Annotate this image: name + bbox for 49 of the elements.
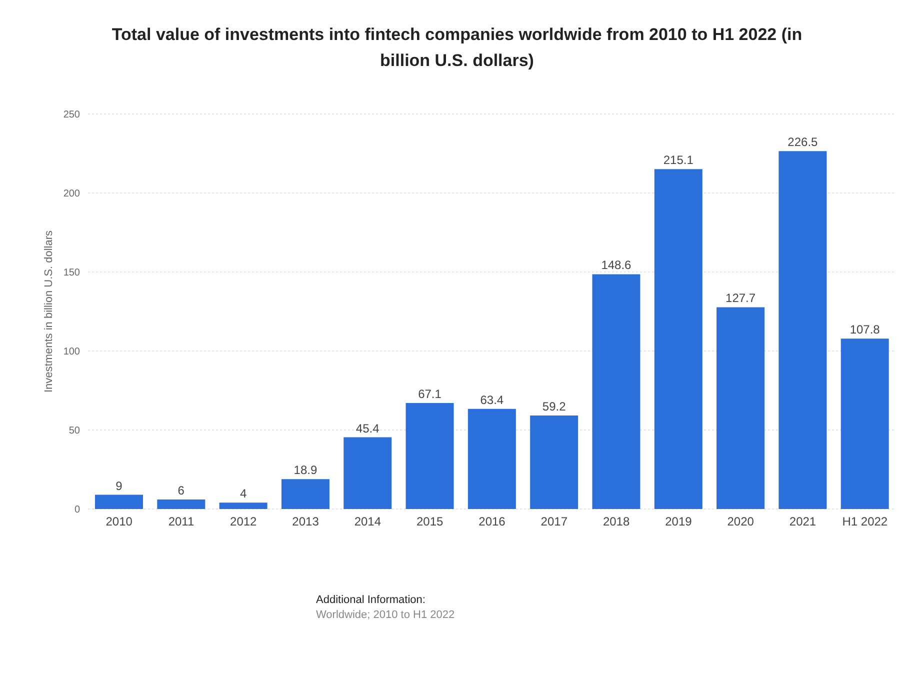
y-tick-label: 250	[63, 110, 80, 121]
x-tick-label: 2011	[168, 514, 194, 529]
bar	[530, 415, 578, 509]
text: Additional Information:	[316, 593, 426, 608]
bar	[592, 274, 640, 509]
y-axis-title: Investments in billion U.S. dollars	[42, 230, 55, 393]
data-label: 45.4	[356, 421, 380, 436]
x-tick-label: 2019	[665, 514, 692, 529]
y-tick-label: 50	[68, 426, 80, 437]
data-label: 63.4	[480, 392, 504, 407]
chart-title: Total value of investments into fintech companies worldwide from 2010 to H1 2022 (in billion U.S. dollars)	[110, 24, 804, 72]
bar	[654, 169, 702, 509]
bar	[219, 502, 268, 509]
data-label: 59.2	[542, 399, 566, 414]
x-tick-label: 2016	[478, 514, 506, 529]
y-tick-label: 100	[63, 346, 80, 358]
x-tick-label: 2018	[602, 514, 630, 529]
x-tick-label: 2013	[292, 514, 320, 529]
y-tick-label: 150	[63, 268, 80, 279]
x-tick-label: 2020	[727, 514, 754, 529]
x-tick-label: 2012	[230, 514, 258, 529]
x-tick-label: 2014	[354, 514, 382, 529]
x-tick-label: 2017	[540, 514, 568, 529]
bar	[468, 408, 516, 509]
y-tick-label: 200	[63, 188, 80, 200]
data-label: 6	[178, 484, 185, 498]
data-label: 4	[240, 486, 247, 501]
bar	[840, 338, 889, 509]
data-label: 127.7	[726, 291, 756, 306]
bar	[344, 437, 392, 509]
data-label: 148.6	[601, 258, 632, 272]
data-label: 67.1	[418, 386, 442, 401]
x-tick-label: H1 2022	[842, 514, 888, 529]
data-label: 18.9	[294, 463, 318, 478]
data-label: 9	[116, 478, 123, 493]
bar	[157, 500, 206, 509]
data-label: 107.8	[850, 322, 880, 337]
x-tick-label: 2010	[106, 514, 133, 529]
x-tick-label: 2015	[416, 514, 444, 529]
bar	[716, 307, 765, 509]
bar	[95, 494, 143, 509]
y-tick-label: 0	[74, 504, 80, 516]
data-label: 215.1	[663, 153, 694, 168]
bar	[406, 402, 454, 509]
bar	[778, 151, 827, 509]
data-label: 226.5	[788, 135, 818, 150]
x-tick-label: 2021	[789, 514, 816, 529]
text: Worldwide; 2010 to H1 2022	[316, 608, 455, 623]
bar	[281, 479, 330, 509]
